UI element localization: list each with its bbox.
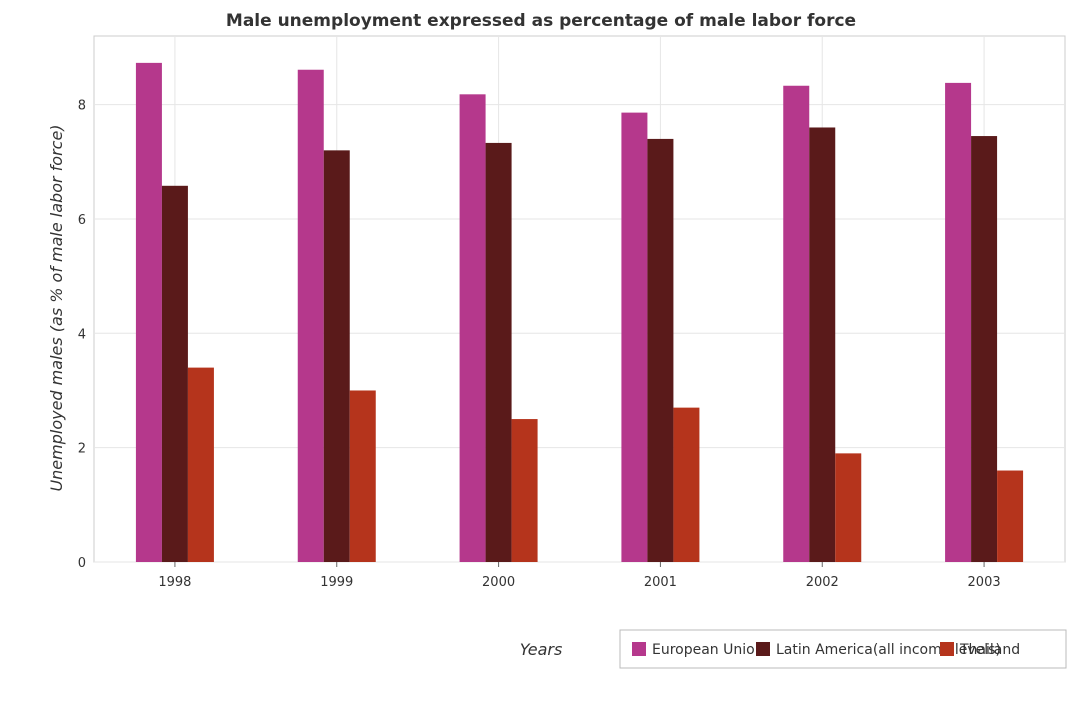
y-tick-label: 8	[78, 99, 86, 114]
bar-2001-series-2	[673, 407, 700, 562]
bar-2002-series-0	[783, 85, 810, 562]
bar-1999-series-0	[297, 69, 324, 562]
x-tick-label: 2000	[482, 575, 515, 590]
chart-title: Male unemployment expressed as percentag…	[226, 11, 856, 31]
bar-1998-series-2	[187, 367, 214, 562]
bar-1998-series-1	[161, 185, 188, 562]
bar-2003-series-2	[997, 470, 1024, 562]
legend-label: Thailand	[959, 642, 1020, 658]
bar-2002-series-2	[835, 453, 862, 562]
x-tick-label: 2001	[644, 575, 677, 590]
bar-2001-series-0	[621, 112, 648, 563]
x-tick-label: 1999	[320, 575, 353, 590]
axes: 0 2 4 6 8 1998 1999 2000 2001 2002 2003	[78, 99, 1001, 590]
bar-2002-series-1	[809, 127, 836, 562]
y-tick-label: 6	[78, 213, 86, 228]
x-tick-label: 2003	[968, 575, 1001, 590]
legend-swatch	[632, 642, 646, 656]
bar-2003-series-1	[971, 136, 998, 562]
bar-1999-series-1	[323, 150, 350, 562]
bar-2001-series-1	[647, 138, 674, 563]
legend-label: European Union	[652, 642, 764, 658]
bar-2000-series-0	[459, 94, 486, 563]
y-tick-label: 2	[78, 442, 86, 457]
legend: European Union Latin America(all income l…	[619, 629, 1067, 669]
x-tick-label: 2002	[806, 575, 839, 590]
legend-swatch	[756, 642, 770, 656]
bar-1999-series-2	[349, 390, 376, 562]
bars	[135, 62, 1024, 563]
y-tick-label: 4	[78, 327, 86, 342]
x-axis-label: Years	[520, 640, 563, 659]
y-axis-label: Unemployed males (as % of male labor for…	[47, 124, 66, 491]
gridlines	[93, 35, 1066, 563]
legend-box	[619, 629, 1067, 669]
y-tick-label: 0	[78, 556, 86, 571]
bar-1998-series-0	[135, 62, 162, 563]
bar-2000-series-2	[511, 419, 538, 562]
bar-2000-series-1	[485, 142, 512, 562]
x-tick-label: 1998	[158, 575, 191, 590]
bar-2003-series-0	[945, 82, 972, 563]
plot-area	[93, 35, 1066, 563]
legend-swatch	[940, 642, 954, 656]
